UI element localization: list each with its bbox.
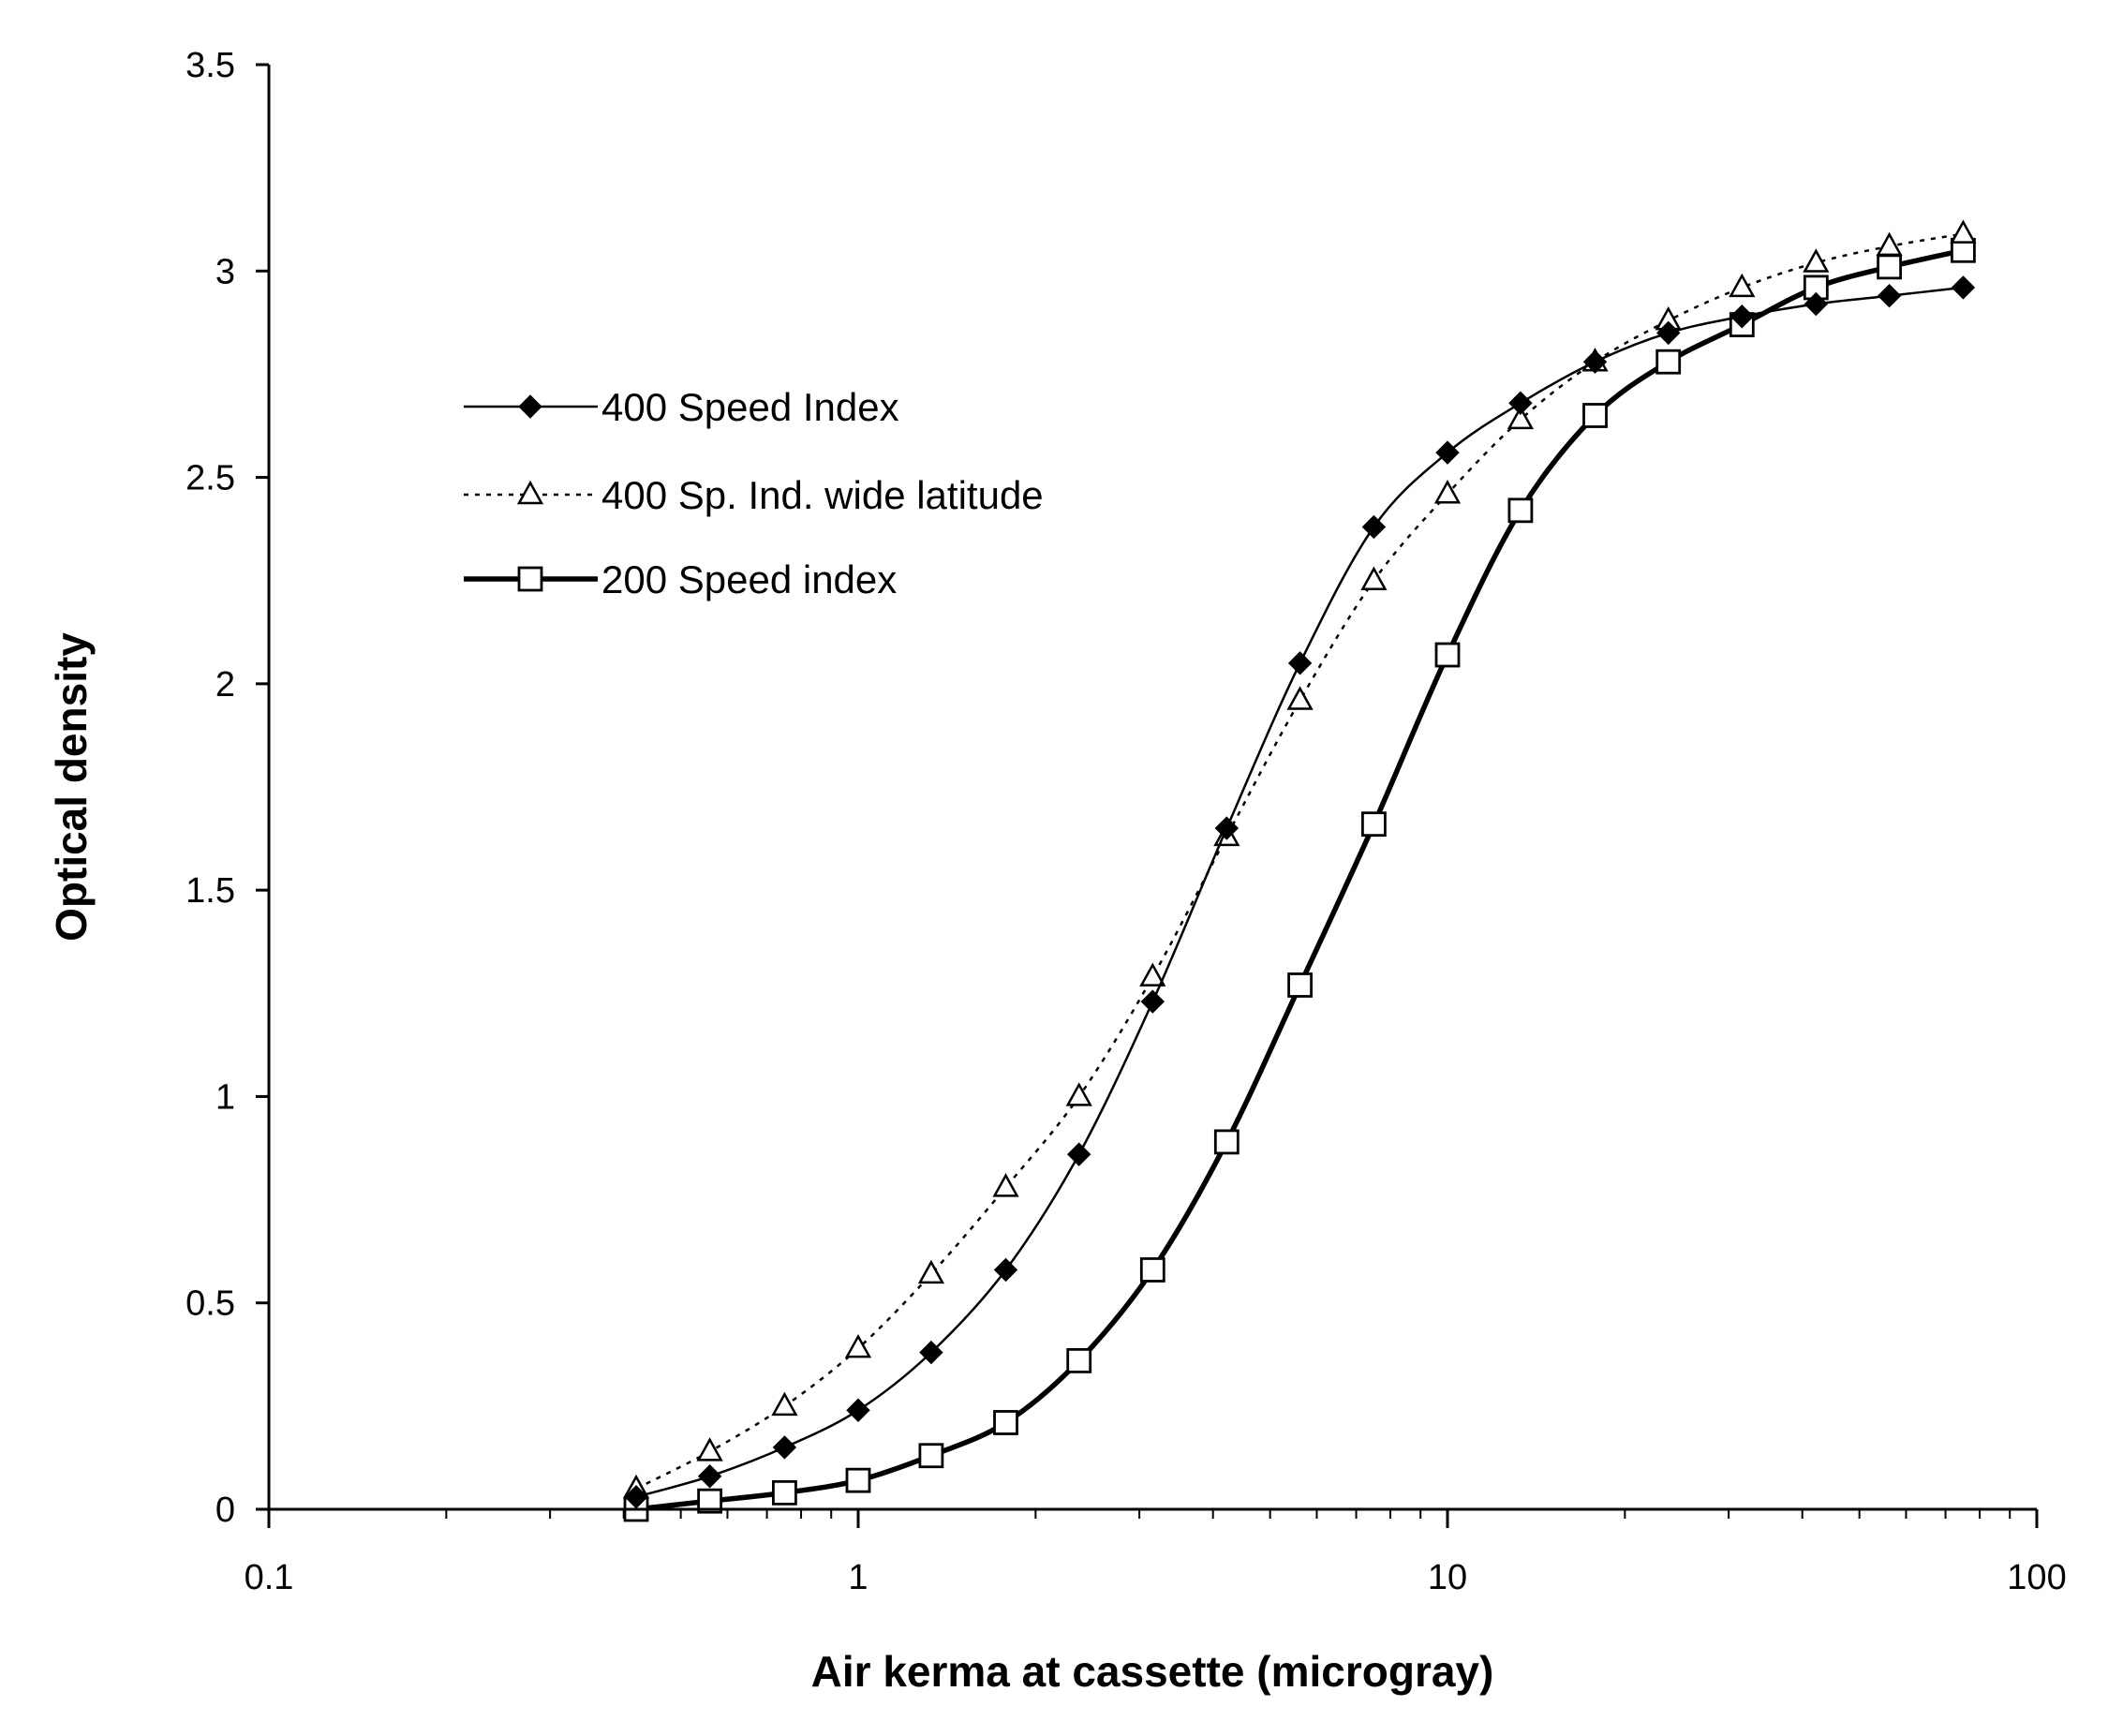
series-3-point bbox=[845, 1467, 871, 1493]
y-tick-label: 3 bbox=[215, 252, 235, 291]
y-tick-label: 1 bbox=[215, 1077, 235, 1117]
series-3-point bbox=[1066, 1347, 1092, 1373]
series-2-point bbox=[1729, 273, 1756, 298]
series-1-point bbox=[1361, 514, 1387, 540]
series-1-point bbox=[1435, 440, 1460, 465]
series-3-point bbox=[1139, 1257, 1165, 1283]
series-2-point bbox=[696, 1437, 723, 1462]
series-2-point bbox=[771, 1391, 798, 1417]
series-2-point bbox=[1286, 686, 1314, 710]
legend-marker-1 bbox=[518, 394, 542, 419]
series-1-point bbox=[772, 1435, 797, 1460]
series-layer bbox=[622, 219, 1977, 1522]
y-ticks: 0 0.5 1 1.5 2 2.5 3 3.5 bbox=[186, 46, 269, 1530]
legend-label-1: 400 Speed Index bbox=[601, 385, 899, 429]
series-2-point bbox=[1433, 480, 1462, 504]
series-1-point bbox=[1067, 1142, 1091, 1166]
series-3-point bbox=[1287, 972, 1313, 998]
series-1-point bbox=[1656, 320, 1681, 346]
x-axis-title: Air kerma at cassette (microgray) bbox=[811, 1647, 1494, 1696]
series-1-point bbox=[1951, 275, 1976, 300]
y-tick-label: 0.5 bbox=[186, 1284, 235, 1324]
y-tick-label: 2 bbox=[215, 665, 235, 705]
series-1-point bbox=[1287, 651, 1313, 675]
legend-marker-3 bbox=[517, 566, 543, 592]
series-3-point bbox=[1655, 349, 1682, 375]
series-2-point bbox=[917, 1259, 945, 1284]
series-2-point bbox=[1950, 219, 1977, 244]
series-3-point bbox=[1582, 403, 1608, 428]
series-1-point bbox=[919, 1340, 943, 1365]
legend-label-3: 200 Speed index bbox=[601, 557, 897, 601]
legend-label-2: 400 Sp. Ind. wide latitude bbox=[601, 473, 1044, 517]
y-tick-label: 2.5 bbox=[186, 459, 235, 498]
series-2-point bbox=[844, 1334, 872, 1358]
series-1-point bbox=[1729, 304, 1755, 329]
x-tick-label: 100 bbox=[2007, 1558, 2066, 1597]
series-1-point bbox=[1582, 349, 1608, 374]
series-1-point bbox=[993, 1257, 1018, 1283]
series-1-line bbox=[635, 286, 1964, 1499]
x-tick-label: 10 bbox=[1428, 1558, 1467, 1597]
x-ticks: 0.1 1 10 100 bbox=[245, 1509, 2067, 1597]
x-tick-label: 1 bbox=[848, 1558, 868, 1597]
series-3-point bbox=[1877, 254, 1902, 280]
series-2-point bbox=[992, 1173, 1019, 1197]
series-2-point bbox=[1507, 405, 1535, 430]
series-2-point bbox=[1876, 231, 1903, 257]
series-3-point bbox=[918, 1443, 944, 1469]
series-1-point bbox=[1877, 284, 1902, 308]
series-3-point bbox=[1213, 1129, 1240, 1155]
series-3-point bbox=[772, 1479, 797, 1506]
series-2-point bbox=[1139, 962, 1166, 987]
series-1-point bbox=[1214, 816, 1240, 840]
series-1-point bbox=[1140, 989, 1165, 1014]
y-tick-label: 0 bbox=[215, 1491, 235, 1530]
series-1-point bbox=[1804, 291, 1829, 317]
series-2-point bbox=[1360, 566, 1388, 590]
series-3-point bbox=[1361, 811, 1387, 838]
series-3-point bbox=[993, 1410, 1018, 1435]
x-tick-label: 0.1 bbox=[245, 1558, 294, 1597]
series-1 bbox=[624, 275, 1976, 1509]
series-2-point bbox=[1065, 1082, 1092, 1106]
series-3-point bbox=[1507, 497, 1534, 524]
series-2-point bbox=[1803, 248, 1830, 273]
series-1-point bbox=[846, 1398, 870, 1422]
series-3-point bbox=[1434, 642, 1461, 668]
y-tick-label: 3.5 bbox=[186, 46, 235, 85]
y-tick-label: 1.5 bbox=[186, 871, 235, 911]
legend: 400 Speed Index 400 Sp. Ind. wide latitud… bbox=[464, 385, 1044, 601]
series-3-line bbox=[635, 247, 1964, 1512]
legend-marker-2 bbox=[516, 480, 544, 505]
series-1-point bbox=[697, 1464, 722, 1489]
series-1-point bbox=[1508, 391, 1533, 415]
y-axis-title: Optical density bbox=[47, 632, 96, 942]
